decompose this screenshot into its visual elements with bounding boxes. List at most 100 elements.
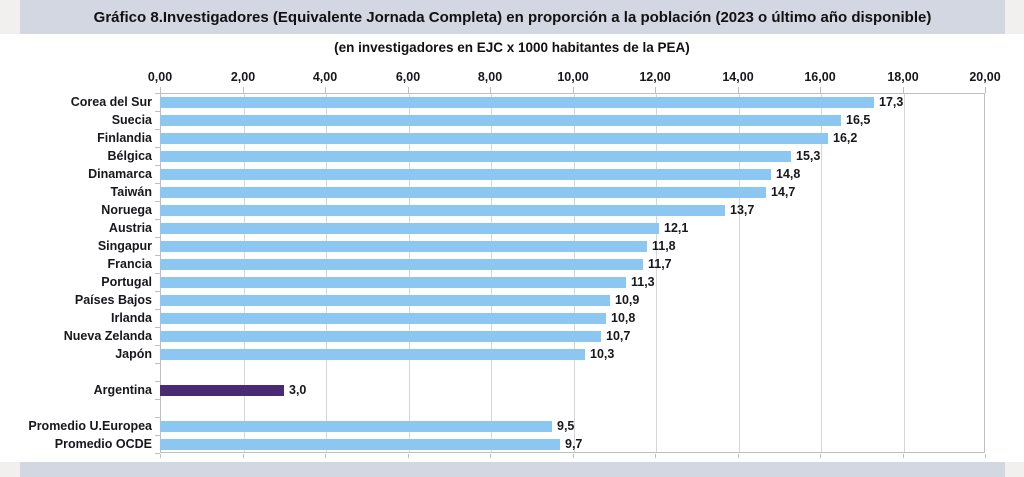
x-axis-tick-mark	[573, 87, 574, 93]
category-label: Singapur	[97, 239, 152, 253]
x-axis-tick-mark	[903, 87, 904, 93]
bar	[160, 313, 606, 324]
value-label: 15,3	[796, 149, 821, 163]
value-label: 11,7	[648, 257, 672, 271]
category-label: Irlanda	[111, 311, 152, 325]
gridline	[574, 94, 575, 452]
value-label: 12,1	[664, 221, 689, 235]
x-axis-tick-mark	[325, 87, 326, 93]
margin-strip-top-right	[1005, 0, 1024, 34]
y-axis-tick-mark	[155, 327, 160, 328]
gridline	[739, 94, 740, 452]
x-axis-tick-mark-bottom	[160, 454, 161, 458]
bar	[160, 151, 791, 162]
x-axis-tick-label: 6,00	[395, 70, 421, 84]
y-axis-tick-mark	[155, 273, 160, 274]
value-label: 16,5	[846, 113, 871, 127]
x-axis-tick-mark-bottom	[243, 454, 244, 458]
bar	[160, 277, 626, 288]
gridline	[904, 94, 905, 452]
category-label: Austria	[108, 221, 152, 235]
value-label: 3,0	[289, 383, 307, 397]
chart-title: Gráfico 8.Investigadores (Equivalente Jo…	[93, 8, 932, 26]
value-label: 11,8	[652, 239, 676, 253]
value-label: 11,3	[631, 275, 655, 289]
x-axis-tick-mark	[408, 87, 409, 93]
x-axis-tick-mark	[160, 87, 161, 93]
chart-subtitle: (en investigadores en EJC x 1000 habitan…	[334, 40, 690, 55]
y-axis-tick-mark	[155, 417, 160, 418]
value-label: 10,9	[615, 293, 640, 307]
x-axis-tick-label: 2,00	[230, 70, 256, 84]
margin-strip-top-left	[0, 0, 20, 34]
value-label: 9,7	[565, 437, 583, 451]
value-label: 10,7	[606, 329, 631, 343]
y-axis-tick-mark	[155, 129, 160, 130]
y-axis-tick-mark	[155, 381, 160, 382]
category-label: Japón	[115, 347, 152, 361]
y-axis-tick-mark	[155, 147, 160, 148]
y-axis-tick-mark	[155, 435, 160, 436]
x-axis-tick-mark-bottom	[325, 454, 326, 458]
plot-area	[160, 93, 985, 453]
category-label: Argentina	[93, 383, 152, 397]
x-axis-tick-label: 20,00	[969, 70, 1001, 84]
x-axis-tick-label: 18,00	[887, 70, 919, 84]
y-axis-tick-mark	[155, 111, 160, 112]
y-axis-tick-mark	[155, 363, 160, 364]
bar	[160, 133, 828, 144]
x-axis-tick-label: 14,00	[722, 70, 754, 84]
category-label: Países Bajos	[74, 293, 152, 307]
x-axis-tick-mark-bottom	[820, 454, 821, 458]
y-axis-tick-mark	[155, 93, 160, 94]
x-axis-tick-mark	[820, 87, 821, 93]
category-label: Promedio OCDE	[54, 437, 152, 451]
category-label: Promedio U.Europea	[28, 419, 152, 433]
x-axis-tick-label: 12,00	[639, 70, 671, 84]
bar	[160, 439, 560, 450]
x-axis-tick-label: 16,00	[804, 70, 836, 84]
y-axis-tick-mark	[155, 255, 160, 256]
category-label: Francia	[107, 257, 152, 271]
x-axis-tick-mark	[985, 87, 986, 93]
bar	[160, 349, 585, 360]
gridline	[409, 94, 410, 452]
bar	[160, 331, 601, 342]
x-axis-tick-mark-bottom	[655, 454, 656, 458]
bottom-band	[20, 462, 1005, 477]
value-label: 9,5	[557, 419, 575, 433]
gridline	[244, 94, 245, 452]
value-label: 10,3	[590, 347, 615, 361]
x-axis-tick-mark-bottom	[573, 454, 574, 458]
y-axis-tick-mark	[155, 201, 160, 202]
x-axis-tick-mark-bottom	[738, 454, 739, 458]
title-band: Gráfico 8.Investigadores (Equivalente Jo…	[20, 0, 1005, 34]
y-axis-tick-mark	[155, 183, 160, 184]
category-label: Dinamarca	[88, 167, 152, 181]
x-axis-tick-label: 10,00	[557, 70, 589, 84]
x-axis-tick-mark-bottom	[985, 454, 986, 458]
category-label: Finlandia	[97, 131, 152, 145]
category-label: Corea del Sur	[70, 95, 152, 109]
y-axis-tick-mark	[155, 399, 160, 400]
x-axis-tick-mark	[490, 87, 491, 93]
margin-strip-bottom-left	[0, 462, 20, 477]
bar-highlight-argentina	[160, 385, 284, 396]
x-axis-tick-mark	[243, 87, 244, 93]
category-label: Nueva Zelanda	[63, 329, 152, 343]
y-axis-tick-mark	[155, 219, 160, 220]
x-axis-tick-mark-bottom	[903, 454, 904, 458]
bar	[160, 187, 766, 198]
x-axis-tick-label: 8,00	[477, 70, 503, 84]
x-axis-tick-mark	[738, 87, 739, 93]
x-axis-tick-label: 4,00	[312, 70, 338, 84]
category-label: Bélgica	[107, 149, 152, 163]
value-label: 14,8	[776, 167, 801, 181]
category-label: Suecia	[111, 113, 152, 127]
bar	[160, 241, 647, 252]
gridline	[326, 94, 327, 452]
value-label: 10,8	[611, 311, 636, 325]
bar	[160, 259, 643, 270]
bar	[160, 97, 874, 108]
